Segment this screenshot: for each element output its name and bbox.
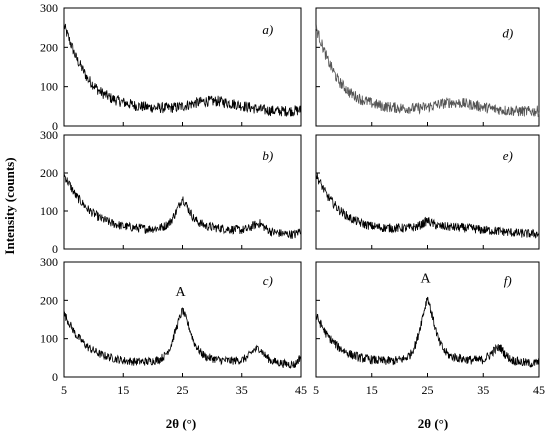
- x-tick-label: 15: [366, 383, 378, 397]
- x-tick-label: 45: [295, 383, 307, 397]
- panel-label: e): [503, 148, 513, 163]
- x-tick-label: 35: [477, 383, 489, 397]
- panel-e: e): [315, 134, 540, 250]
- y-tick-label: 0: [52, 370, 58, 384]
- y-tick-label: 200: [40, 293, 58, 307]
- xrd-trace: [63, 23, 302, 117]
- x-tick-label: 5: [61, 383, 67, 397]
- y-tick-label: 200: [40, 40, 58, 54]
- xrd-trace: [315, 24, 540, 118]
- y-tick-label: 100: [40, 332, 58, 346]
- y-tick-label: 0: [52, 119, 58, 133]
- y-tick-label: 300: [40, 1, 58, 15]
- x-axis-title-right: 2θ (°): [418, 416, 448, 431]
- panel-label: c): [263, 273, 273, 288]
- panel-a: 0 100 200 300 a): [40, 1, 302, 133]
- panel-label: f): [504, 273, 512, 288]
- y-tick-label: 100: [40, 204, 58, 218]
- y-tick-label: 100: [40, 80, 58, 94]
- x-tick-label: 35: [236, 383, 248, 397]
- xrd-trace: [63, 174, 302, 239]
- panel-f: 5 15 25 35 45 f) A: [313, 261, 545, 397]
- panel-label: a): [262, 22, 273, 37]
- panel-grid: 0 100 200 300 a) 0 100 200 300 b) 0 100 200 300 5 15 25 3…: [40, 1, 545, 397]
- y-axis-title: Intensity (counts): [2, 157, 17, 254]
- x-tick-label: 45: [533, 383, 545, 397]
- xrd-trace: [315, 296, 540, 368]
- peak-label: A: [420, 272, 431, 287]
- peak-label: A: [175, 285, 186, 300]
- x-tick-label: 25: [177, 383, 189, 397]
- y-tick-label: 300: [40, 255, 58, 269]
- y-tick-label: 0: [52, 242, 58, 256]
- x-tick-label: 5: [313, 383, 319, 397]
- panel-label: d): [502, 26, 513, 41]
- x-tick-label: 15: [117, 383, 129, 397]
- xrd-trace: [315, 173, 540, 239]
- xrd-trace: [63, 307, 302, 369]
- panel-label: b): [262, 148, 273, 163]
- y-tick-label: 300: [40, 128, 58, 142]
- x-tick-label: 25: [422, 383, 434, 397]
- y-tick-label: 200: [40, 166, 58, 180]
- panel-c: 0 100 200 300 5 15 25 35 45 c) A: [40, 255, 307, 397]
- x-axis-title-left: 2θ (°): [166, 416, 196, 431]
- panel-d: d): [315, 7, 540, 127]
- panel-b: 0 100 200 300 b): [40, 128, 302, 256]
